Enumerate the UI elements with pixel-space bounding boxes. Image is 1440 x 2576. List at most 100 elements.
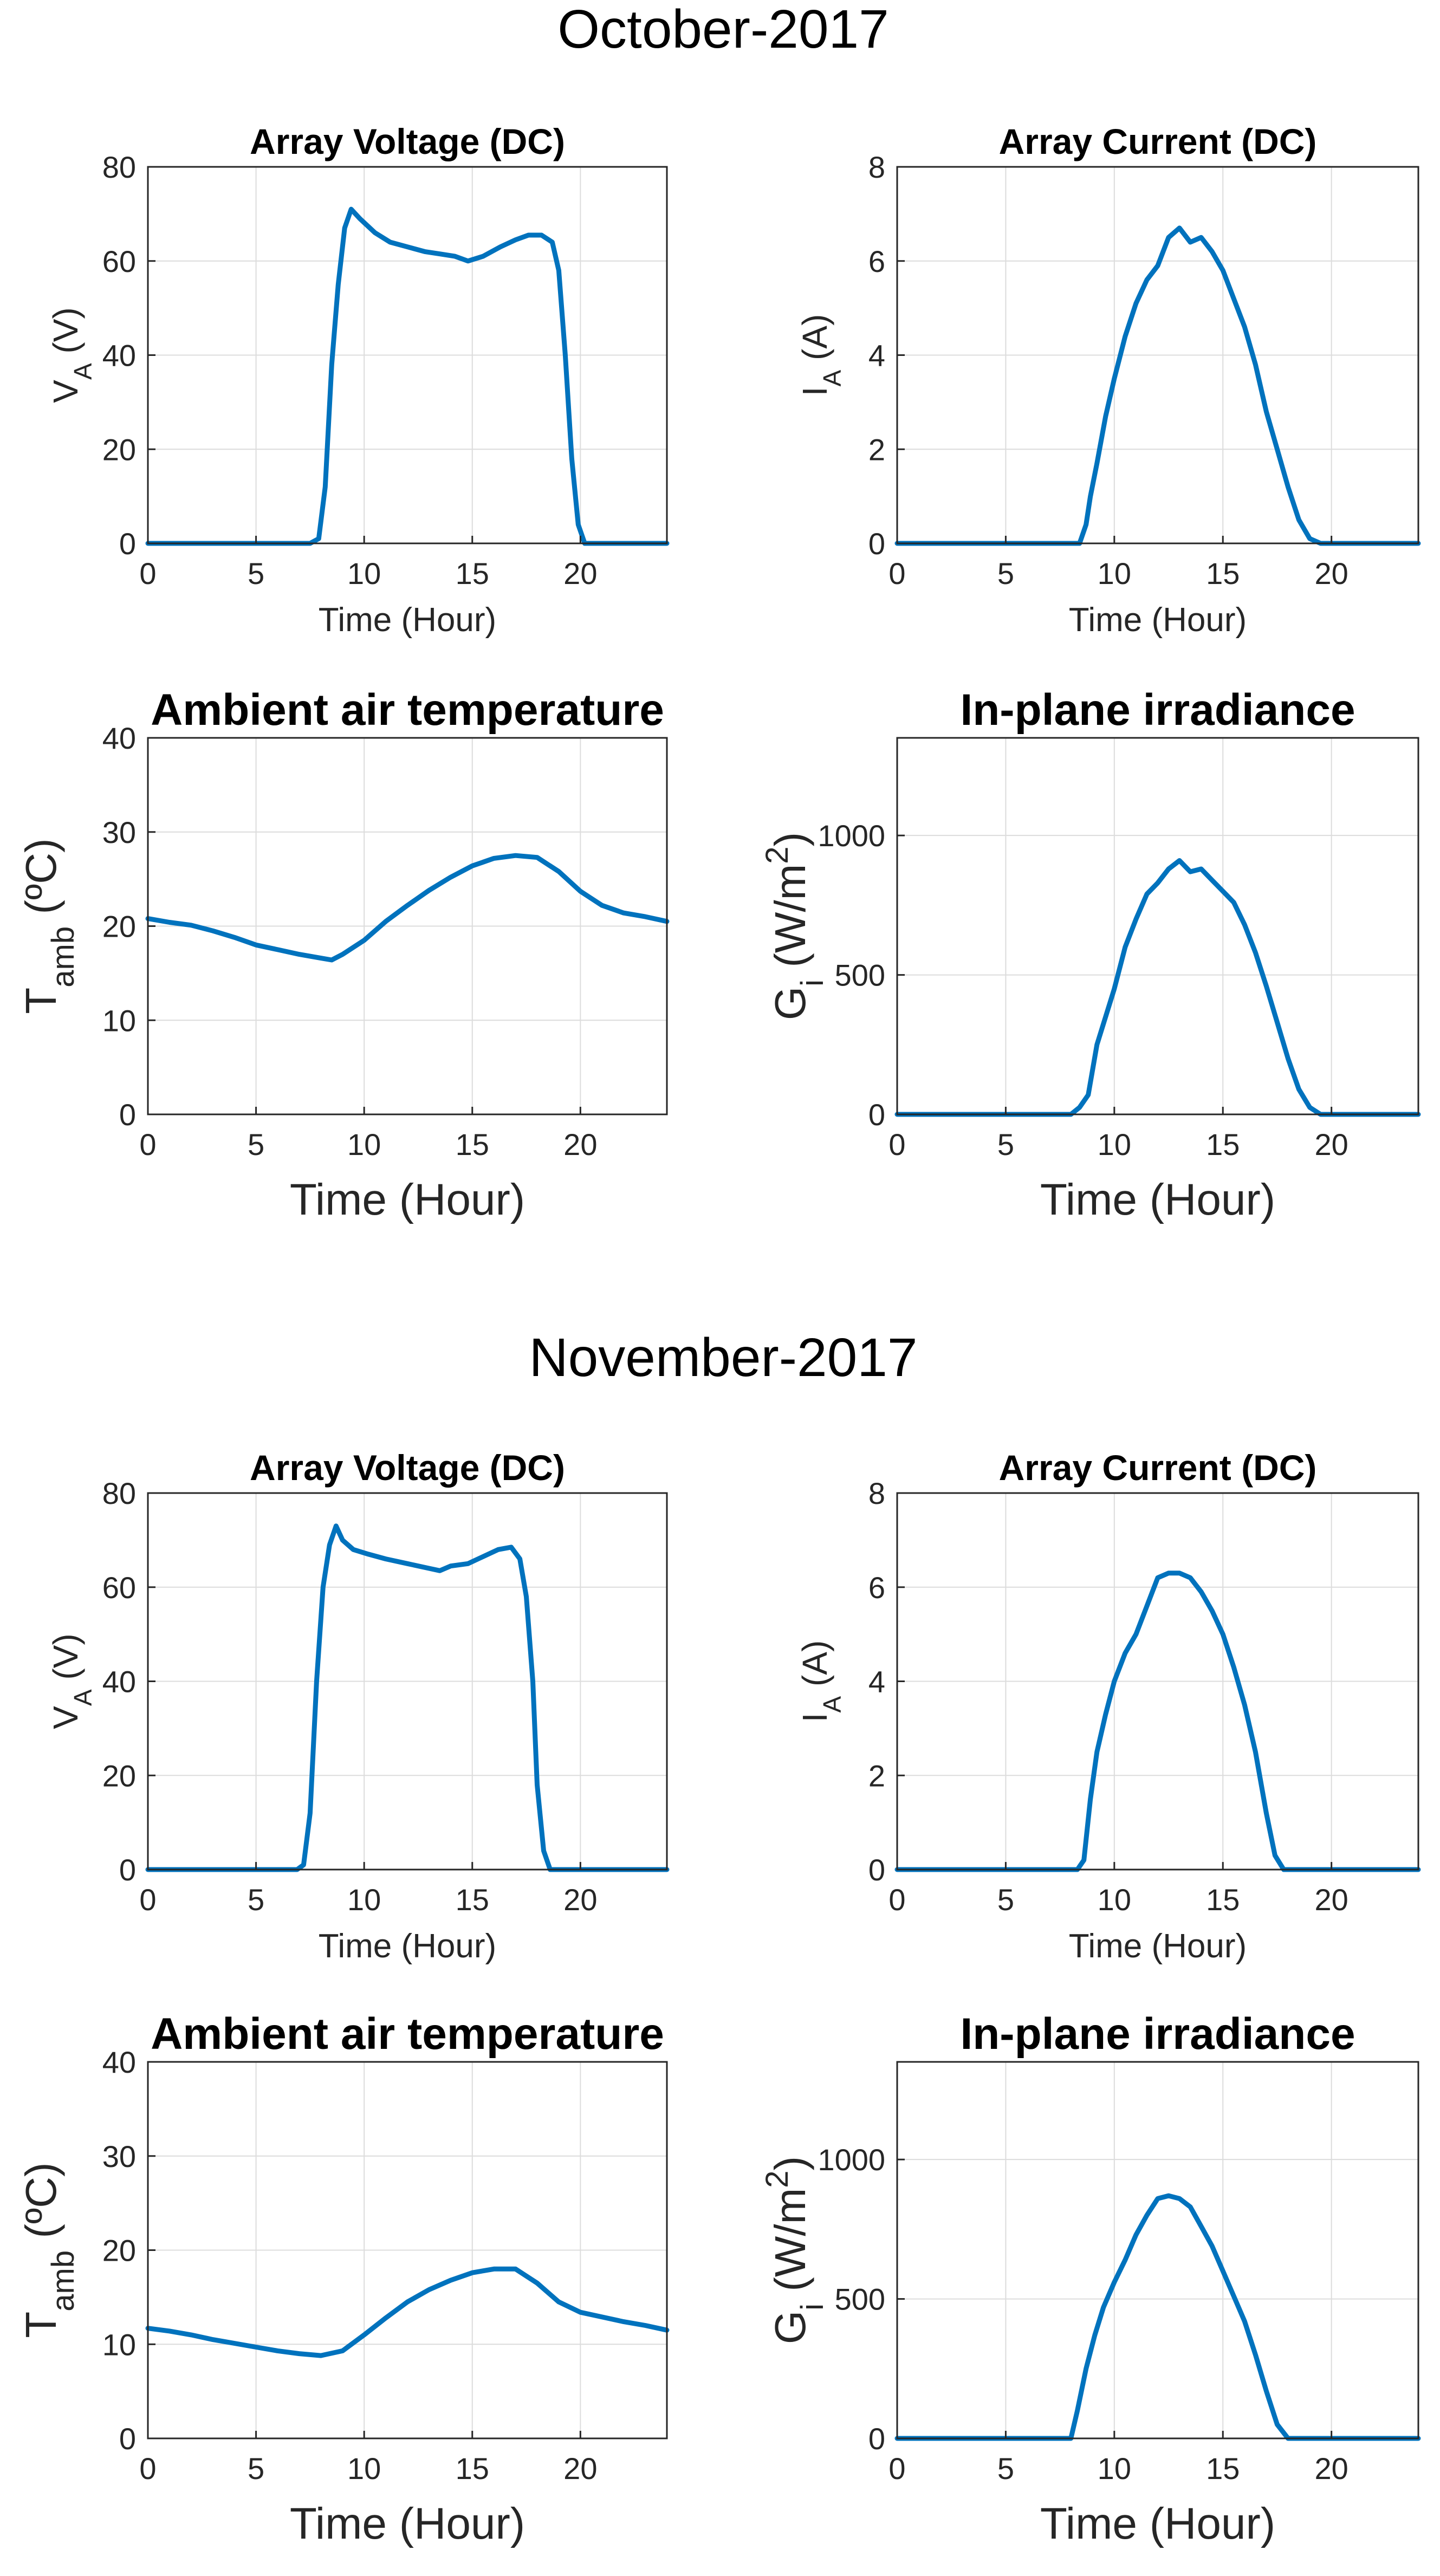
series-line-i-a <box>894 225 1421 546</box>
x-tick-label: 20 <box>563 1127 597 1162</box>
y-tick-label: 500 <box>835 2282 885 2317</box>
y-tick-label: 0 <box>868 527 885 561</box>
x-tick-label: 10 <box>347 1883 381 1917</box>
series-line-t-amb <box>145 2266 670 2358</box>
x-tick-label: 10 <box>1098 1883 1131 1917</box>
plot-area <box>897 2062 1418 2438</box>
x-tick-label: 10 <box>1098 2451 1131 2486</box>
x-tick-label: 0 <box>888 556 905 591</box>
panel-array-voltage-dc--0: 0 5 10 15 20 0 20 40 60 80 Array Voltage (DC) Time … <box>46 121 670 639</box>
x-tick-label: 0 <box>139 1127 156 1162</box>
group-title-november: November-2017 <box>529 1327 917 1388</box>
x-tick-label: 5 <box>248 1127 264 1162</box>
panel-title: Array Current (DC) <box>999 121 1317 161</box>
y-tick-label: 10 <box>102 2327 136 2361</box>
panel-title: Array Current (DC) <box>999 1448 1317 1488</box>
plot-area <box>897 738 1418 1114</box>
x-axis-label: Time (Hour) <box>1040 2499 1275 2548</box>
x-tick-label: 15 <box>1206 1883 1240 1917</box>
x-axis-label: Time (Hour) <box>290 2499 525 2548</box>
x-tick-label: 15 <box>1206 1127 1240 1162</box>
panel-title: Array Voltage (DC) <box>250 1448 565 1488</box>
x-tick-label: 0 <box>888 1883 905 1917</box>
y-tick-label: 40 <box>102 2045 136 2079</box>
y-tick-label: 0 <box>868 1853 885 1887</box>
x-tick-label: 5 <box>997 2451 1014 2486</box>
series-line-v-a <box>145 1523 670 1872</box>
x-tick-label: 10 <box>347 1127 381 1162</box>
y-tick-label: 40 <box>102 721 136 755</box>
panel-title: Array Voltage (DC) <box>250 121 565 161</box>
y-tick-label: 30 <box>102 815 136 849</box>
y-tick-label: 10 <box>102 1003 136 1037</box>
x-axis-label: Time (Hour) <box>319 1928 496 1965</box>
x-tick-label: 15 <box>1206 556 1240 591</box>
x-tick-label: 5 <box>997 1883 1014 1917</box>
panel-ambient-air-temperature-1: 0 5 10 15 20 0 10 20 30 40 Ambient air temperature… <box>17 2009 670 2548</box>
x-axis-label: Time (Hour) <box>1069 601 1247 639</box>
y-axis-label: Tamb (ºC) <box>17 2162 81 2338</box>
x-tick-label: 10 <box>1098 1127 1131 1162</box>
x-tick-label: 0 <box>888 1127 905 1162</box>
series-line-i-a <box>894 1571 1421 1872</box>
x-tick-label: 15 <box>1206 2451 1240 2486</box>
y-tick-label: 40 <box>102 339 136 373</box>
x-tick-label: 20 <box>563 1883 597 1917</box>
y-tick-label: 20 <box>102 1759 136 1793</box>
series-line-g-i <box>894 2193 1421 2441</box>
x-tick-label: 20 <box>1315 2451 1348 2486</box>
x-tick-label: 5 <box>997 556 1014 591</box>
x-tick-label: 20 <box>1315 1883 1348 1917</box>
x-tick-label: 10 <box>1098 556 1131 591</box>
panel-title: Ambient air temperature <box>151 2009 664 2059</box>
y-tick-label: 40 <box>102 1665 136 1699</box>
y-tick-label: 500 <box>835 958 885 992</box>
y-tick-label: 8 <box>868 1476 885 1510</box>
panel-ambient-air-temperature-0: 0 5 10 15 20 0 10 20 30 40 Ambient air temperature… <box>17 685 670 1224</box>
x-tick-label: 5 <box>248 2451 264 2486</box>
panel-array-current-dc--0: 0 5 10 15 20 0 2 4 6 8 Array Current (DC) Time (Hou… <box>795 121 1421 639</box>
x-tick-label: 15 <box>456 556 489 591</box>
panel-title: In-plane irradiance <box>960 2009 1355 2059</box>
panel-title: Ambient air temperature <box>151 685 664 735</box>
y-tick-label: 0 <box>868 2422 885 2456</box>
panel-in-plane-irradiance-0: 0 5 10 15 20 0 500 1000 In-plane irradiance Time … <box>760 685 1421 1224</box>
y-tick-label: 60 <box>102 244 136 278</box>
axes-frame <box>896 2061 1419 2439</box>
x-tick-label: 20 <box>1315 1127 1348 1162</box>
x-axis-label: Time (Hour) <box>1069 1928 1247 1965</box>
y-tick-label: 2 <box>868 432 885 466</box>
x-tick-label: 15 <box>456 2451 489 2486</box>
y-tick-label: 0 <box>119 527 136 561</box>
x-tick-label: 0 <box>888 2451 905 2486</box>
y-tick-label: 0 <box>868 1098 885 1132</box>
x-tick-label: 15 <box>456 1127 489 1162</box>
y-tick-label: 6 <box>868 1571 885 1605</box>
y-tick-label: 6 <box>868 244 885 278</box>
y-tick-label: 20 <box>102 2234 136 2268</box>
y-axis-label: VA (V) <box>46 307 97 403</box>
x-tick-label: 5 <box>997 1127 1014 1162</box>
y-axis-label: Tamb (ºC) <box>17 838 81 1014</box>
y-tick-label: 8 <box>868 150 885 184</box>
y-axis-label: IA (A) <box>795 1640 846 1723</box>
y-tick-label: 2 <box>868 1759 885 1793</box>
x-tick-label: 10 <box>347 2451 381 2486</box>
y-tick-label: 20 <box>102 910 136 944</box>
x-tick-label: 20 <box>563 556 597 591</box>
y-tick-label: 1000 <box>818 2143 885 2177</box>
axes-frame <box>896 737 1419 1115</box>
x-axis-label: Time (Hour) <box>290 1175 525 1224</box>
y-tick-label: 30 <box>102 2139 136 2173</box>
y-tick-label: 80 <box>102 150 136 184</box>
y-tick-label: 20 <box>102 432 136 466</box>
x-tick-label: 0 <box>139 1883 156 1917</box>
y-tick-label: 80 <box>102 1476 136 1510</box>
series-line-g-i <box>894 858 1421 1117</box>
x-tick-label: 0 <box>139 556 156 591</box>
x-tick-label: 15 <box>456 1883 489 1917</box>
panel-array-current-dc--1: 0 5 10 15 20 0 2 4 6 8 Array Current (DC) Time (Hou… <box>795 1448 1421 1965</box>
x-tick-label: 5 <box>248 556 264 591</box>
y-axis-label: Gi (W/m2) <box>760 832 830 1020</box>
